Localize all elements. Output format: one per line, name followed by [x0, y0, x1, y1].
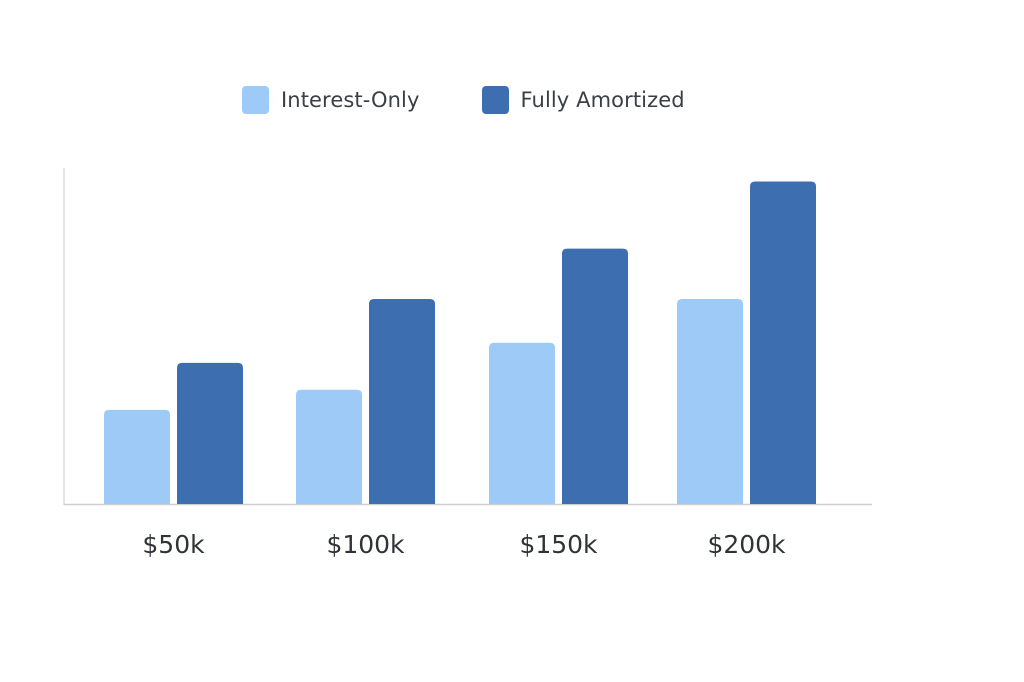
legend-swatch-fully-amortized [481, 86, 509, 114]
legend-label-fully-amortized: Fully Amortized [520, 88, 685, 112]
x-tick-labels: $50k $100k $150k $200k [142, 530, 786, 559]
legend-swatch-interest-only [242, 86, 269, 114]
x-tick-label: $100k [326, 530, 405, 559]
x-tick-label: $150k [519, 530, 598, 559]
x-tick-label: $200k [707, 530, 786, 559]
bars-group [104, 181, 816, 504]
bar-interest-only-2 [489, 342, 555, 504]
bar-interest-only-3 [677, 299, 743, 504]
legend: Interest-Only Fully Amortized [242, 86, 685, 114]
bar-fully-amortized-3 [750, 181, 816, 504]
legend-label-interest-only: Interest-Only [281, 88, 420, 112]
bar-fully-amortized-2 [562, 248, 628, 504]
bar-interest-only-0 [104, 409, 170, 504]
legend-item-fully-amortized: Fully Amortized [481, 86, 685, 114]
bar-fully-amortized-0 [177, 362, 243, 504]
bar-interest-only-1 [296, 389, 362, 504]
legend-item-interest-only: Interest-Only [242, 86, 420, 114]
bar-fully-amortized-1 [369, 299, 435, 504]
x-tick-label: $50k [142, 530, 205, 559]
